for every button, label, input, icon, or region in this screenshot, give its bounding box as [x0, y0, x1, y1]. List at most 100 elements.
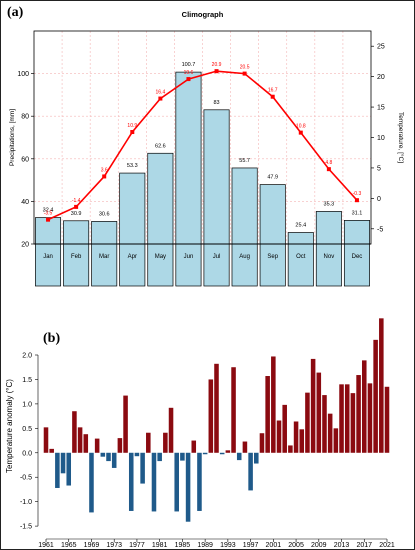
anomaly-bar-2010: [322, 395, 327, 453]
precip-value-label: 83: [213, 100, 219, 106]
precip-bar-jan: [35, 217, 62, 287]
anomaly-bar-1961: [43, 427, 49, 453]
anomaly-bar-2002: [276, 420, 282, 453]
y-tick-label: -1.5: [20, 524, 32, 531]
temperature-point: [186, 77, 191, 82]
month-label: Apr: [128, 254, 137, 260]
x-tick-label: 1989: [197, 542, 213, 549]
precip-bar-apr: [119, 172, 146, 287]
temperature-value-label: 10.8: [296, 124, 306, 130]
anomaly-bar-2017: [361, 360, 367, 453]
precip-value-label: 62.6: [155, 143, 166, 149]
temperature-point: [46, 217, 51, 222]
month-label: Mar: [99, 254, 109, 260]
month-label: Nov: [324, 254, 335, 260]
anomaly-bar-1983: [168, 407, 174, 453]
anomaly-bar-2011: [327, 413, 333, 453]
temperature-value-label: 4.8: [325, 160, 332, 166]
temperature-value-label: 16.7: [268, 88, 278, 94]
y2-tick-label: 15: [377, 105, 385, 112]
temperature-value-label: 3.6: [101, 167, 108, 173]
anomaly-bar-1971: [100, 452, 106, 457]
temperature-point: [74, 204, 79, 209]
anomaly-bar-2007: [305, 392, 310, 453]
anomaly-bar-2012: [333, 428, 339, 453]
precip-bar-nov: [315, 211, 342, 287]
anomaly-bar-1976: [128, 452, 134, 511]
anomaly-bar-1965: [66, 452, 72, 486]
anomaly-bar-1970: [94, 438, 100, 453]
month-label: Sep: [267, 254, 278, 260]
temperature-value-label: 16.4: [156, 90, 166, 96]
anomaly-bar-2019: [373, 339, 378, 453]
temperature-anomaly-chart: -1.5 -1.0 -0.5 0.0 0.5 1.0 1.5 2.0 1961 1965 1969 1…: [5, 318, 395, 549]
precip-value-label: 30.9: [71, 211, 82, 217]
climograph-chart: Climograph2040608010032.4Jan30.9Feb30.6M…: [9, 10, 405, 287]
y-tick-label: 20: [21, 242, 29, 249]
month-label: Jul: [213, 254, 221, 260]
precip-value-label: 30.6: [99, 211, 110, 217]
x-tick-label: 1985: [175, 542, 191, 549]
anomaly-bar-1998: [254, 452, 259, 464]
anomaly-bar-1980: [151, 452, 157, 512]
precip-value-label: 55.7: [239, 158, 250, 164]
anomaly-bar-2020: [379, 318, 384, 453]
precip-bar-aug: [231, 167, 258, 287]
month-label: Oct: [296, 254, 306, 260]
anomaly-bar-2014: [344, 384, 350, 453]
temperature-point: [270, 94, 275, 99]
x-tick-label: 1961: [38, 542, 54, 549]
anomaly-bar-1999: [259, 433, 265, 453]
temperature-point: [354, 198, 359, 203]
x-tick-label: 2009: [311, 542, 327, 549]
anomaly-bar-2006: [299, 429, 305, 453]
month-label: Jun: [184, 254, 194, 260]
precip-value-label: 32.4: [43, 208, 54, 214]
precip-value-label: 25.4: [295, 222, 306, 228]
precip-value-label: 53.3: [127, 163, 138, 169]
y2-tick-label: 10: [377, 135, 385, 142]
temperature-point: [214, 69, 219, 74]
anomaly-bar-1990: [208, 379, 214, 453]
temperature-value-label: -3.5: [44, 211, 53, 217]
x-tick-label: 1969: [84, 542, 100, 549]
anomaly-bar-1973: [111, 452, 117, 468]
anomaly-bar-1982: [163, 432, 168, 453]
anomaly-bar-1964: [60, 452, 66, 474]
anomaly-bar-1993: [225, 450, 231, 453]
anomaly-bar-1978: [140, 452, 145, 484]
x-tick-label: 2013: [334, 542, 350, 549]
y2-tick-label: 5: [377, 165, 381, 172]
y2-tick-label: -5: [377, 226, 383, 233]
precip-bar-jul: [203, 109, 230, 287]
temperature-point: [298, 130, 303, 135]
x-tick-label: 2001: [266, 542, 282, 549]
precip-bar-dec: [343, 220, 370, 287]
precip-bar-may: [147, 152, 174, 287]
anomaly-bar-2005: [293, 421, 299, 453]
y2-tick-label: 25: [377, 44, 385, 51]
precip-value-label: 47.9: [267, 175, 278, 181]
y-tick-label: 0.0: [22, 450, 32, 457]
anomaly-bar-1996: [242, 441, 248, 453]
y-axis-label: Temperature anomaly (°C): [5, 379, 14, 473]
month-label: Aug: [239, 254, 250, 260]
anomaly-bar-2015: [350, 393, 356, 453]
y-tick-label: -1.0: [20, 499, 32, 506]
anomaly-bar-1985: [180, 452, 185, 461]
anomaly-bar-1989: [202, 452, 208, 455]
x-tick-label: 2005: [288, 542, 304, 549]
temperature-point: [242, 71, 247, 76]
month-label: Jan: [43, 254, 53, 260]
temperature-point: [158, 96, 163, 101]
anomaly-bar-1986: [185, 452, 191, 522]
anomaly-bar-1977: [134, 452, 140, 457]
anomaly-bar-1967: [77, 427, 83, 453]
x-tick-label: 1981: [152, 542, 168, 549]
y-axis-label: Precipitations, [mm]: [9, 109, 16, 166]
anomaly-bar-1988: [197, 452, 202, 511]
temperature-point: [102, 174, 107, 179]
anomaly-bar-1992: [219, 452, 225, 455]
anomaly-bar-1979: [146, 432, 151, 453]
